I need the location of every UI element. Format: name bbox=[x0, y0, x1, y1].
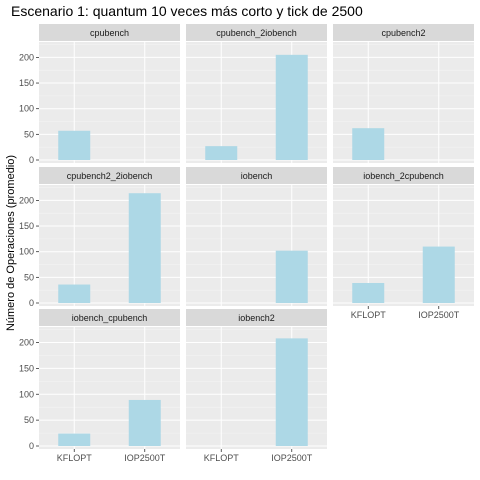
y-tick-label: 150 bbox=[19, 78, 34, 88]
facet-strip bbox=[186, 167, 327, 184]
y-tick-label: 100 bbox=[19, 389, 34, 399]
x-tick-label: IOP2500T bbox=[124, 453, 166, 463]
x-tick-label: KFLOPT bbox=[351, 310, 387, 320]
facet-strip-label: cpubench_2iobench bbox=[216, 28, 297, 38]
bar-IOP2500T bbox=[275, 54, 308, 160]
y-tick-label: 150 bbox=[19, 363, 34, 373]
bar-IOP2500T bbox=[422, 246, 455, 303]
y-tick-label: 100 bbox=[19, 247, 34, 257]
y-tick-label: 0 bbox=[29, 155, 34, 165]
y-tick-label: 100 bbox=[19, 104, 34, 114]
y-tick-label: 0 bbox=[29, 441, 34, 451]
facet-iobench: iobench bbox=[186, 167, 327, 306]
bar-KFLOPT bbox=[58, 433, 91, 446]
facet-strip bbox=[39, 167, 180, 184]
y-tick-label: 150 bbox=[19, 221, 34, 231]
facet-cpubench2: cpubench2 bbox=[333, 24, 474, 163]
y-tick-label: 50 bbox=[24, 272, 34, 282]
facet-cpubench: cpubench 0 50 100 150 200 bbox=[19, 24, 180, 165]
facet-strip-label: cpubench2_2iobench bbox=[67, 171, 153, 181]
y-tick-label: 50 bbox=[24, 415, 34, 425]
y-tick-label: 200 bbox=[19, 338, 34, 348]
y-tick-label: 200 bbox=[19, 52, 34, 62]
facet-cpubench_2iobench: cpubench_2iobench bbox=[186, 24, 327, 163]
bar-IOP2500T bbox=[275, 250, 308, 303]
bar-IOP2500T bbox=[128, 193, 161, 303]
bar-KFLOPT bbox=[352, 282, 385, 303]
facet-strip bbox=[333, 24, 474, 41]
bar-IOP2500T bbox=[275, 338, 308, 446]
bar-IOP2500T bbox=[128, 399, 161, 446]
y-tick-label: 0 bbox=[29, 298, 34, 308]
x-tick-label: IOP2500T bbox=[271, 453, 313, 463]
facet-iobench2: iobench2 KFLOPT IOP2500T bbox=[186, 309, 327, 463]
y-tick-label: 50 bbox=[24, 129, 34, 139]
facet-strip-label: iobench bbox=[241, 171, 273, 181]
facet-strip bbox=[39, 309, 180, 326]
bar-KFLOPT bbox=[205, 146, 238, 160]
facet-iobench_cpubench: iobench_cpubench 0 50 100 150 200 KFLOPT IOP250… bbox=[19, 309, 180, 463]
facet-strip-label: iobench_2cpubench bbox=[363, 171, 444, 181]
y-axis-title: Número de Operaciones (promedio) bbox=[5, 155, 17, 331]
x-tick-label: IOP2500T bbox=[418, 310, 460, 320]
facet-cpubench2_2iobench: cpubench2_2iobench 0 50 100 150 200 bbox=[19, 167, 180, 308]
facet-strip-label: cpubench2 bbox=[381, 28, 425, 38]
bar-KFLOPT bbox=[58, 130, 91, 160]
facet-strip bbox=[186, 309, 327, 326]
bar-KFLOPT bbox=[58, 284, 91, 303]
x-tick-label: KFLOPT bbox=[204, 453, 240, 463]
facet-iobench_2cpubench: iobench_2cpubench KFLOPT IOP2500T bbox=[333, 167, 474, 320]
chart-title: Escenario 1: quantum 10 veces más corto … bbox=[11, 3, 363, 19]
facet-strip-label: iobench_cpubench bbox=[72, 313, 148, 323]
x-tick-label: KFLOPT bbox=[57, 453, 93, 463]
facet-strip-label: cpubench bbox=[90, 28, 129, 38]
facet-strip bbox=[39, 24, 180, 41]
facet-strip bbox=[186, 24, 327, 41]
facet-strip-label: iobench2 bbox=[238, 313, 275, 323]
facet-strip bbox=[333, 167, 474, 184]
y-tick-label: 200 bbox=[19, 195, 34, 205]
bar-KFLOPT bbox=[352, 128, 385, 160]
